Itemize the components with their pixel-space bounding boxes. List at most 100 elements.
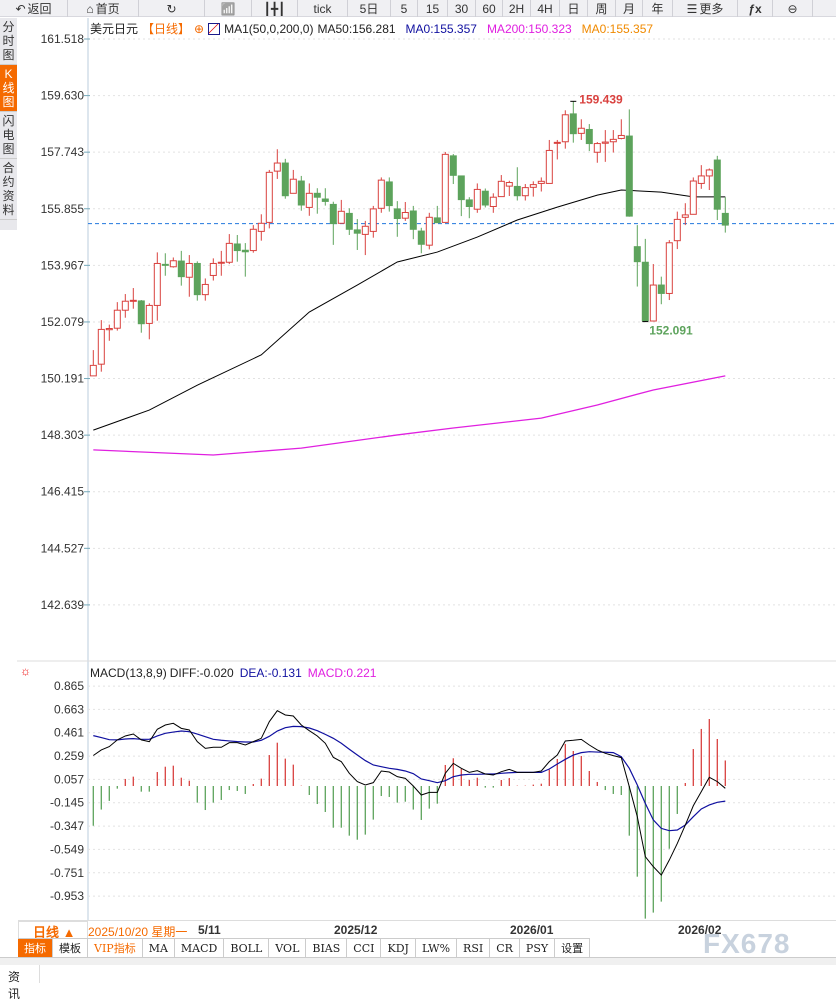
macd-name[interactable]: MACD(13,8,9)	[90, 666, 167, 680]
toolbar-button-年[interactable]: 年	[643, 0, 673, 17]
toolbar-button-30[interactable]: 30	[448, 0, 476, 17]
candle-up	[441, 153, 449, 223]
candle-up	[97, 328, 105, 365]
candle-down	[233, 243, 241, 252]
toolbar-button-月[interactable]: 月	[616, 0, 643, 17]
indicator-tab-设置[interactable]: 设置	[555, 939, 591, 957]
toolbar-button-zoom-out[interactable]: ⊖	[773, 0, 813, 17]
candle-up	[593, 143, 601, 153]
candle-up	[425, 216, 433, 246]
candle-up	[337, 210, 345, 224]
candle-up	[209, 262, 217, 276]
candle-up	[697, 175, 705, 184]
candle-up	[265, 171, 273, 223]
toolbar-button-60[interactable]: 60	[476, 0, 503, 17]
indicator-tabs: 指标 模板 VIP指标 MA MACD BOLL VOL BIAS CCI KDJ LW% RSI CR…	[18, 938, 591, 957]
crosshair-icon[interactable]: ⊕	[194, 21, 205, 36]
news-tab[interactable]: 资讯	[0, 965, 40, 1001]
macd-value: MACD:0.221	[307, 666, 377, 680]
toolbar-button-2H[interactable]: 2H	[503, 0, 531, 17]
indicator-tab-cr[interactable]: CR	[490, 939, 520, 957]
bottom-scrollbar[interactable]	[0, 957, 836, 965]
toolbar-button-5[interactable]: 5	[391, 0, 418, 17]
candle-down	[161, 263, 169, 266]
price-tick-label: 142.639	[41, 598, 85, 612]
indicator-tab-macd[interactable]: MACD	[174, 939, 225, 957]
candlestick-icon: ┃╋┃	[263, 1, 286, 16]
macd-tick-label: -0.953	[50, 889, 84, 903]
toolbar-button-周[interactable]: 周	[588, 0, 616, 17]
candle-down	[385, 181, 393, 207]
indicator-tab-指标[interactable]: 指标	[18, 939, 53, 957]
candle-up	[689, 180, 697, 215]
toolbar-button-refresh[interactable]: ↻	[139, 0, 205, 17]
view-tab[interactable]: K线图	[0, 65, 17, 112]
view-tab[interactable]: 闪电图	[0, 112, 17, 159]
toolbar-label: 日	[567, 2, 580, 16]
indicator-tab-cci[interactable]: CCI	[347, 939, 382, 957]
toolbar-button-tick[interactable]: tick	[298, 0, 348, 17]
indicator-tab-lwpct[interactable]: LW%	[415, 939, 458, 957]
indicator-tab-boll[interactable]: BOLL	[224, 939, 270, 957]
candle-up	[249, 228, 257, 252]
toolbar-button-fx[interactable]: ƒx	[738, 0, 773, 17]
back-arrow-icon: ↶	[15, 1, 26, 16]
price-tick-label: 161.518	[41, 32, 85, 46]
candle-up	[105, 328, 113, 331]
candle-down	[433, 217, 441, 224]
toolbar-button-5日[interactable]: 5日	[348, 0, 391, 17]
toolbar-button-bar-chart[interactable]: 📶	[205, 0, 252, 17]
candle-down	[481, 190, 489, 206]
price-tick-label: 159.630	[41, 89, 85, 103]
macd-settings-icon[interactable]: ☼	[20, 664, 31, 678]
x-label: 2025/12	[334, 923, 378, 937]
ma0-value-2: MA0:155.357	[581, 21, 654, 36]
toolbar-button-日[interactable]: 日	[560, 0, 588, 17]
candle-down	[641, 261, 649, 322]
diff-value: DIFF:-0.020	[169, 666, 234, 680]
candle-down	[513, 185, 521, 197]
x-label: 2026/02	[678, 923, 722, 937]
indicator-tab-vol[interactable]: VOL	[269, 939, 307, 957]
candle-up	[185, 262, 193, 278]
ma0-value: MA0:155.357	[405, 21, 477, 36]
toolbar-button-4H[interactable]: 4H	[531, 0, 560, 17]
diff-line	[93, 710, 726, 876]
candle-up	[705, 169, 713, 177]
candle-up	[217, 261, 225, 264]
indicator-tab-rsi[interactable]: RSI	[457, 939, 491, 957]
indicator-tab-ma[interactable]: MA	[142, 939, 175, 957]
macd-tick-label: -0.751	[50, 866, 84, 880]
candle-down	[585, 128, 593, 145]
indicator-tab-bias[interactable]: BIAS	[306, 939, 348, 957]
candle-up	[681, 214, 689, 218]
candle-down	[449, 155, 457, 176]
toolbar-button-15[interactable]: 15	[418, 0, 448, 17]
cursor-date: 2025/10/20 星期一	[88, 925, 188, 939]
candle-up	[289, 178, 297, 194]
indicator-tab-kdj[interactable]: KDJ	[381, 939, 416, 957]
candle-up	[377, 179, 385, 209]
toolbar-button-返回[interactable]: ↶ 返回	[0, 0, 68, 17]
macd-tick-label: 0.057	[54, 772, 84, 786]
price-tick-label: 148.303	[41, 428, 85, 442]
toolbar-label: 首页	[95, 2, 120, 16]
toolbar: ↶ 返回 ⌂ 首页 ↻ 📶 ┃╋┃ tick 5日 5 15 30 60 2H 4H 日周月年 ☰ 更多 ƒx ⊖	[0, 0, 836, 17]
indicator-tab-psy[interactable]: PSY	[519, 939, 556, 957]
toolbar-button-candlestick[interactable]: ┃╋┃	[252, 0, 298, 17]
candle-down	[657, 284, 665, 294]
toolbar-button-首页[interactable]: ⌂ 首页	[68, 0, 139, 17]
indicator-chart-icon[interactable]	[208, 22, 221, 35]
candle-down	[313, 192, 321, 198]
price-tick-label: 153.967	[41, 258, 85, 272]
view-tab[interactable]: 分时图	[0, 18, 17, 65]
candle-up	[113, 309, 121, 329]
candle-up	[121, 300, 129, 311]
indicator-tab-模板[interactable]: 模板	[53, 939, 88, 957]
toolbar-button-更多[interactable]: ☰ 更多	[673, 0, 738, 17]
ma-indicator-name[interactable]: MA1(50,0,200,0)	[224, 21, 314, 36]
indicator-tab-vip指标[interactable]: VIP指标	[88, 939, 143, 957]
toolbar-label: 返回	[27, 2, 52, 16]
view-tab[interactable]: 合约资料	[0, 159, 17, 220]
period-selector[interactable]: 日线 ▲	[18, 921, 88, 940]
